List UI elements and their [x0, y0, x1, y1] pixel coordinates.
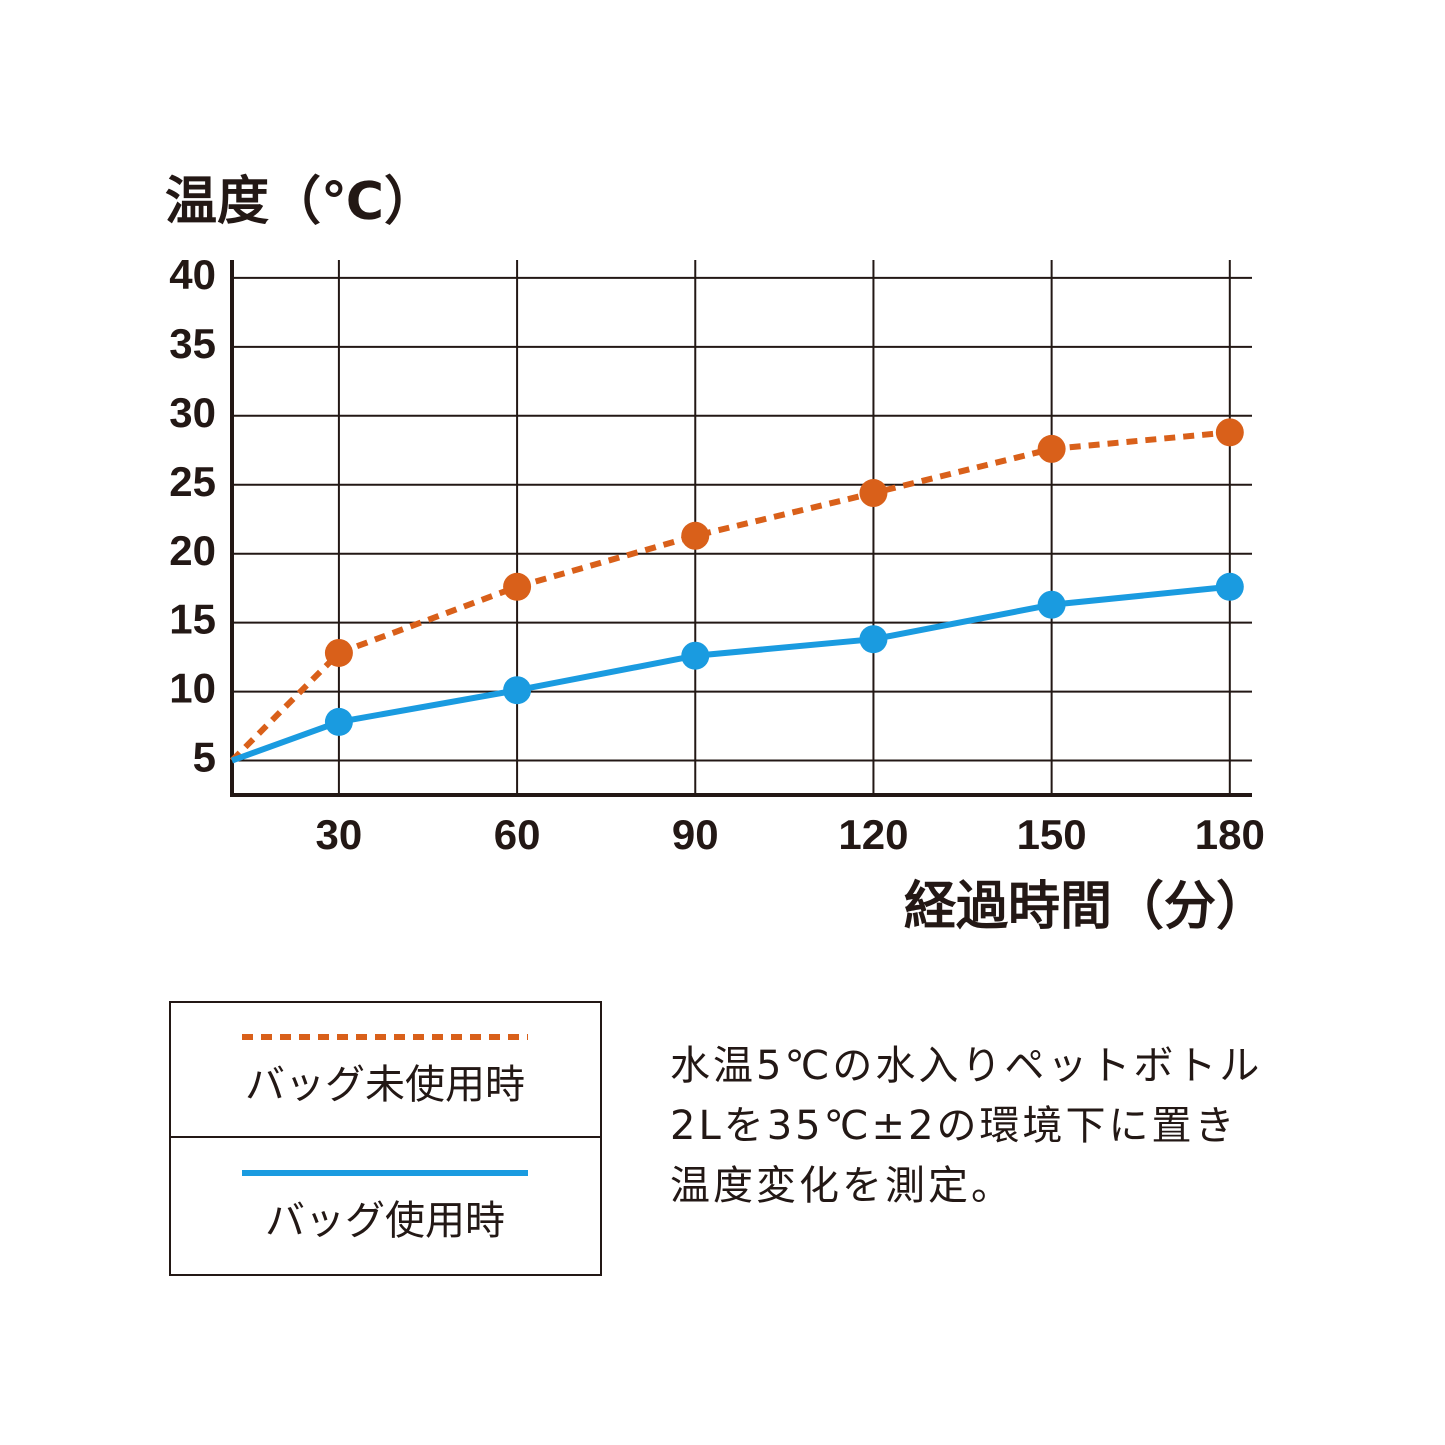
legend-label: バッグ使用時 [265, 1198, 505, 1244]
note-line: 2Lを35℃±2の環境下に置き [670, 1103, 1238, 1149]
marker [503, 572, 532, 601]
note-line: 水温5℃の水入りペットボトル [670, 1043, 1262, 1089]
y-tick-label: 15 [169, 596, 216, 643]
x-tick-label: 150 [1017, 811, 1087, 858]
note-line: 温度変化を測定。 [670, 1163, 1014, 1209]
marker [324, 707, 353, 736]
y-tick-label: 40 [169, 251, 216, 298]
marker [503, 676, 532, 705]
x-tick-label: 30 [316, 811, 363, 858]
legend-box [169, 1001, 602, 1276]
x-axis-title: 経過時間（分） [904, 877, 1268, 937]
x-tick-label: 180 [1195, 811, 1265, 858]
marker [859, 625, 888, 654]
marker [1037, 434, 1066, 463]
marker [1037, 590, 1066, 619]
x-tick-label: 60 [494, 811, 541, 858]
marker [681, 641, 710, 670]
x-tick-label: 120 [838, 811, 908, 858]
x-tick-label: 90 [672, 811, 719, 858]
y-tick-label: 20 [169, 527, 216, 574]
marker [1215, 418, 1244, 447]
marker [1215, 572, 1244, 601]
y-tick-label: 10 [169, 665, 216, 712]
y-tick-label: 5 [193, 734, 216, 781]
y-tick-label: 25 [169, 458, 216, 505]
y-tick-label: 30 [169, 389, 216, 436]
marker [681, 521, 710, 550]
marker [324, 638, 353, 667]
marker [859, 479, 888, 508]
y-axis-title: 温度（℃） [165, 172, 436, 232]
legend-label: バッグ未使用時 [245, 1062, 525, 1108]
series-line [230, 583, 1231, 764]
y-tick-label: 35 [169, 320, 216, 367]
